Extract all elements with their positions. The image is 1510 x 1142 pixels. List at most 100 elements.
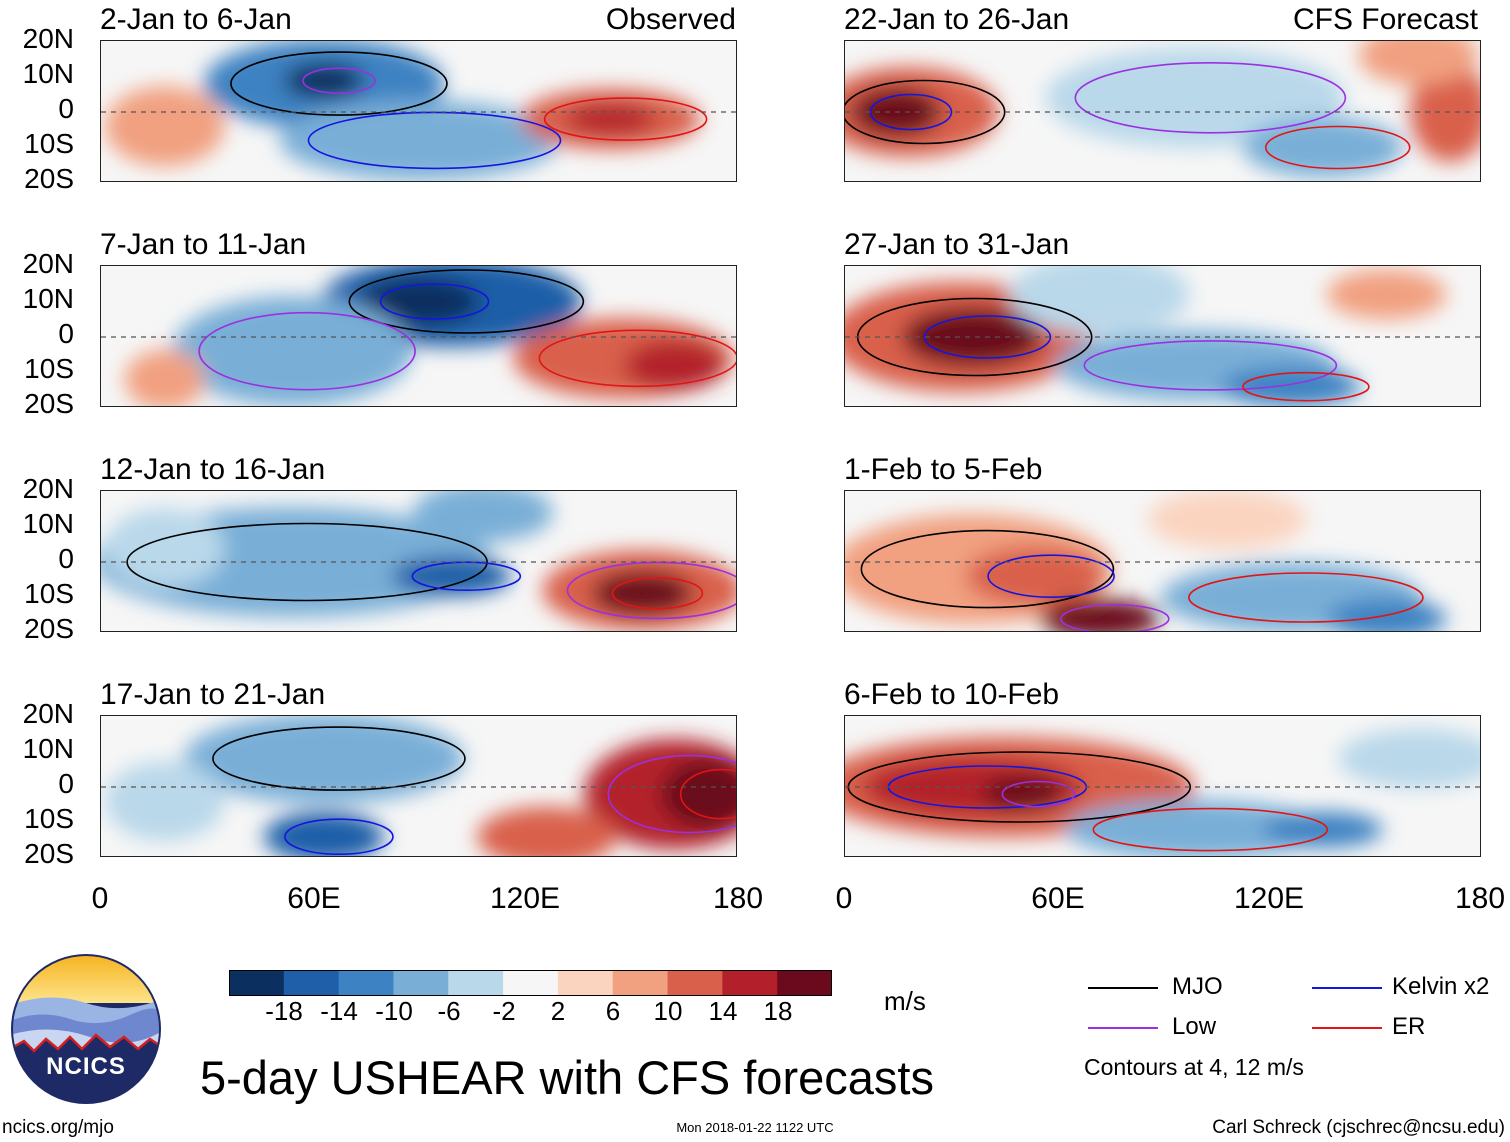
panel-title-4: 27-Jan to 31-Jan bbox=[844, 228, 1070, 261]
colorbar-tick-label: 2 bbox=[550, 996, 566, 1026]
shear-anomaly-area bbox=[624, 340, 725, 391]
map-field bbox=[845, 491, 1480, 631]
legend-contour-note: Contours at 4, 12 m/s bbox=[1084, 1054, 1304, 1080]
shear-anomaly-area bbox=[104, 761, 225, 842]
colorbar-tick-label: -18 bbox=[265, 996, 303, 1026]
colorbar-swatch bbox=[557, 970, 614, 996]
shear-anomaly-area bbox=[263, 811, 384, 856]
colorbar-tick-label: 6 bbox=[605, 996, 621, 1026]
wave-contour bbox=[1074, 61, 1347, 134]
panel-title-2: 22-Jan to 26-Jan bbox=[844, 3, 1070, 36]
lat-tick-label: 10S bbox=[24, 128, 74, 159]
shear-anomaly-area bbox=[1147, 491, 1308, 550]
shear-anomaly-area bbox=[1039, 598, 1160, 631]
map-field bbox=[845, 41, 1480, 181]
panel-title-8: 6-Feb to 10-Feb bbox=[844, 678, 1060, 711]
wave-contour bbox=[860, 529, 1115, 609]
shear-anomaly-area bbox=[592, 571, 693, 616]
colorbar-tick-label: -6 bbox=[437, 996, 461, 1026]
observed-column-label: Observed bbox=[605, 3, 736, 36]
panel-title-3: 7-Jan to 11-Jan bbox=[100, 228, 307, 261]
wave-contour bbox=[348, 269, 585, 334]
legend-line-er bbox=[1312, 1027, 1382, 1029]
map-panel-4 bbox=[844, 265, 1481, 407]
map-panel-1 bbox=[100, 40, 737, 182]
colorbar-swatch bbox=[448, 970, 504, 996]
colorbar-swatch bbox=[283, 970, 340, 996]
colorbar-tick-label: -10 bbox=[375, 996, 413, 1026]
wave-contour bbox=[302, 67, 376, 95]
legend-line-low bbox=[1088, 1027, 1158, 1029]
lat-tick-label: 20S bbox=[24, 163, 74, 194]
lat-tick-label: 20S bbox=[24, 388, 74, 419]
wave-contour bbox=[230, 51, 448, 116]
colorbar-unit: m/s bbox=[884, 986, 926, 1016]
wave-contour bbox=[1001, 780, 1076, 808]
panel-title-7: 17-Jan to 21-Jan bbox=[100, 678, 326, 711]
shear-anomaly-area bbox=[661, 759, 736, 830]
colorbar-tick-label: 18 bbox=[763, 996, 793, 1026]
wave-contour bbox=[1060, 604, 1170, 631]
lon-tick-label: 180 bbox=[712, 882, 764, 915]
map-field bbox=[101, 266, 736, 406]
ncics-logo-graphic bbox=[11, 954, 161, 1104]
map-panel-5 bbox=[100, 490, 737, 632]
lat-tick-label: 0 bbox=[58, 543, 74, 574]
lat-tick-label: 0 bbox=[58, 93, 74, 124]
wave-contour bbox=[1083, 340, 1338, 391]
shear-anomaly-area bbox=[565, 104, 656, 135]
shear-anomaly-area bbox=[391, 556, 512, 597]
map-field bbox=[101, 716, 736, 856]
wave-contour bbox=[845, 79, 1006, 145]
lat-tick-label: 10S bbox=[24, 578, 74, 609]
legend-label-kelvin: Kelvin x2 bbox=[1392, 973, 1490, 1000]
wave-contour bbox=[126, 522, 488, 602]
lat-tick-label: 20N bbox=[22, 473, 74, 504]
shear-anomaly-area bbox=[476, 806, 617, 856]
lat-tick-label: 20N bbox=[22, 698, 74, 729]
wave-contour bbox=[212, 726, 466, 791]
colorbar-tick-label: -14 bbox=[320, 996, 358, 1026]
footer-url[interactable]: ncics.org/mjo bbox=[2, 1117, 114, 1138]
map-panel-2 bbox=[844, 40, 1481, 182]
lat-tick-label: 0 bbox=[58, 318, 74, 349]
colorbar-swatch bbox=[612, 970, 669, 996]
shear-anomaly-area bbox=[983, 776, 1064, 813]
wave-contour bbox=[284, 818, 394, 855]
map-field bbox=[101, 41, 736, 181]
panel-title-5: 12-Jan to 16-Jan bbox=[100, 453, 326, 486]
legend-label-er: ER bbox=[1392, 1013, 1426, 1040]
shear-anomaly-area bbox=[1338, 728, 1480, 789]
map-panel-8 bbox=[844, 715, 1481, 857]
legend-line-mjo bbox=[1088, 987, 1158, 989]
lon-tick-label: 60E bbox=[287, 882, 341, 915]
shear-anomaly-area bbox=[1358, 41, 1479, 86]
colorbar bbox=[229, 970, 833, 996]
map-field bbox=[845, 716, 1480, 856]
shear-anomaly-area bbox=[966, 546, 1107, 607]
lon-tick-label: 0 bbox=[91, 882, 109, 915]
wave-contour bbox=[987, 554, 1115, 598]
wave-contour bbox=[379, 283, 490, 320]
lat-tick-label: 0 bbox=[58, 768, 74, 799]
shear-anomaly-area bbox=[104, 86, 225, 167]
wave-contour bbox=[198, 311, 416, 391]
wave-contour bbox=[607, 754, 736, 834]
wave-contour bbox=[566, 561, 736, 620]
panel-title-1: 2-Jan to 6-Jan bbox=[100, 3, 292, 36]
wave-contour bbox=[869, 93, 953, 131]
lat-tick-label: 10N bbox=[22, 733, 74, 764]
wave-contour bbox=[1092, 807, 1329, 852]
shear-anomaly-area bbox=[413, 491, 554, 543]
lon-tick-label: 120E bbox=[1233, 882, 1305, 915]
wave-contour bbox=[1264, 125, 1411, 170]
legend-label-low: Low bbox=[1172, 1013, 1217, 1040]
map-panel-6 bbox=[844, 490, 1481, 632]
colorbar-swatch bbox=[667, 970, 723, 996]
wave-contour bbox=[1242, 371, 1370, 402]
shear-anomaly-area bbox=[1009, 266, 1190, 335]
lat-tick-label: 20S bbox=[24, 838, 74, 869]
colorbar-swatch bbox=[338, 970, 395, 996]
colorbar-swatch bbox=[393, 970, 449, 996]
colorbar-swatch bbox=[722, 970, 778, 996]
